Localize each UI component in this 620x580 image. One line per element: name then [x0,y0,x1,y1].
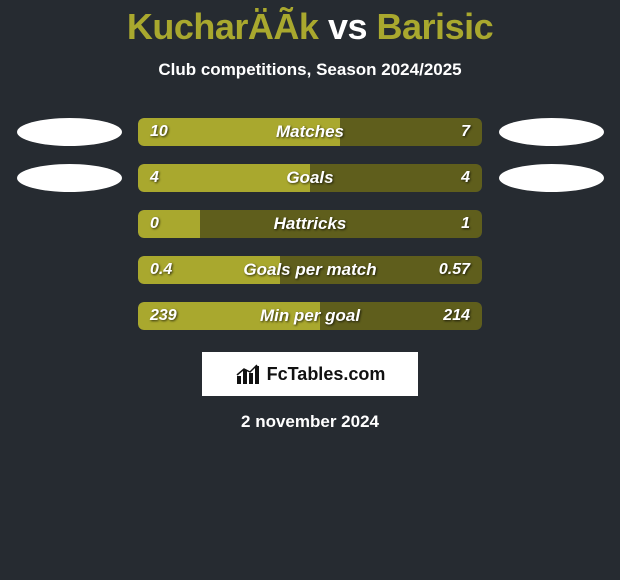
stat-bar: Hattricks01 [138,210,482,238]
player1-name: KucharÄÃk [127,6,319,47]
left-fill [138,164,310,192]
right-fill [320,302,482,330]
player2-name: Barisic [377,6,494,47]
stat-bar: Goals44 [138,164,482,192]
vs-text: vs [328,6,367,47]
stat-row: Goals per match0.40.57 [0,256,620,284]
logo-box: FcTables.com [202,352,418,396]
left-side [0,118,138,146]
right-fill [310,164,482,192]
stat-bar: Min per goal239214 [138,302,482,330]
stat-bar: Goals per match0.40.57 [138,256,482,284]
stat-row: Hattricks01 [0,210,620,238]
player2-oval [499,164,604,192]
logo-text: FcTables.com [267,364,386,385]
bar-chart-icon [235,364,261,384]
stats-rows: Matches107 Goals44 Hattricks01 Goals per ma… [0,118,620,330]
left-fill [138,256,280,284]
player2-oval [499,118,604,146]
left-fill [138,210,200,238]
page-title: KucharÄÃk vs Barisic [127,6,493,48]
right-side [482,164,620,192]
stat-row: Goals44 [0,164,620,192]
right-fill [200,210,482,238]
stat-row: Matches107 [0,118,620,146]
comparison-infographic: KucharÄÃk vs Barisic Club competitions, … [0,0,620,580]
left-side [0,164,138,192]
player1-oval [17,164,122,192]
date-label: 2 november 2024 [241,412,379,432]
left-fill [138,118,340,146]
right-side [482,118,620,146]
subtitle: Club competitions, Season 2024/2025 [158,60,461,80]
stat-row: Min per goal239214 [0,302,620,330]
left-fill [138,302,320,330]
player1-oval [17,118,122,146]
stat-bar: Matches107 [138,118,482,146]
right-fill [340,118,482,146]
right-fill [280,256,482,284]
